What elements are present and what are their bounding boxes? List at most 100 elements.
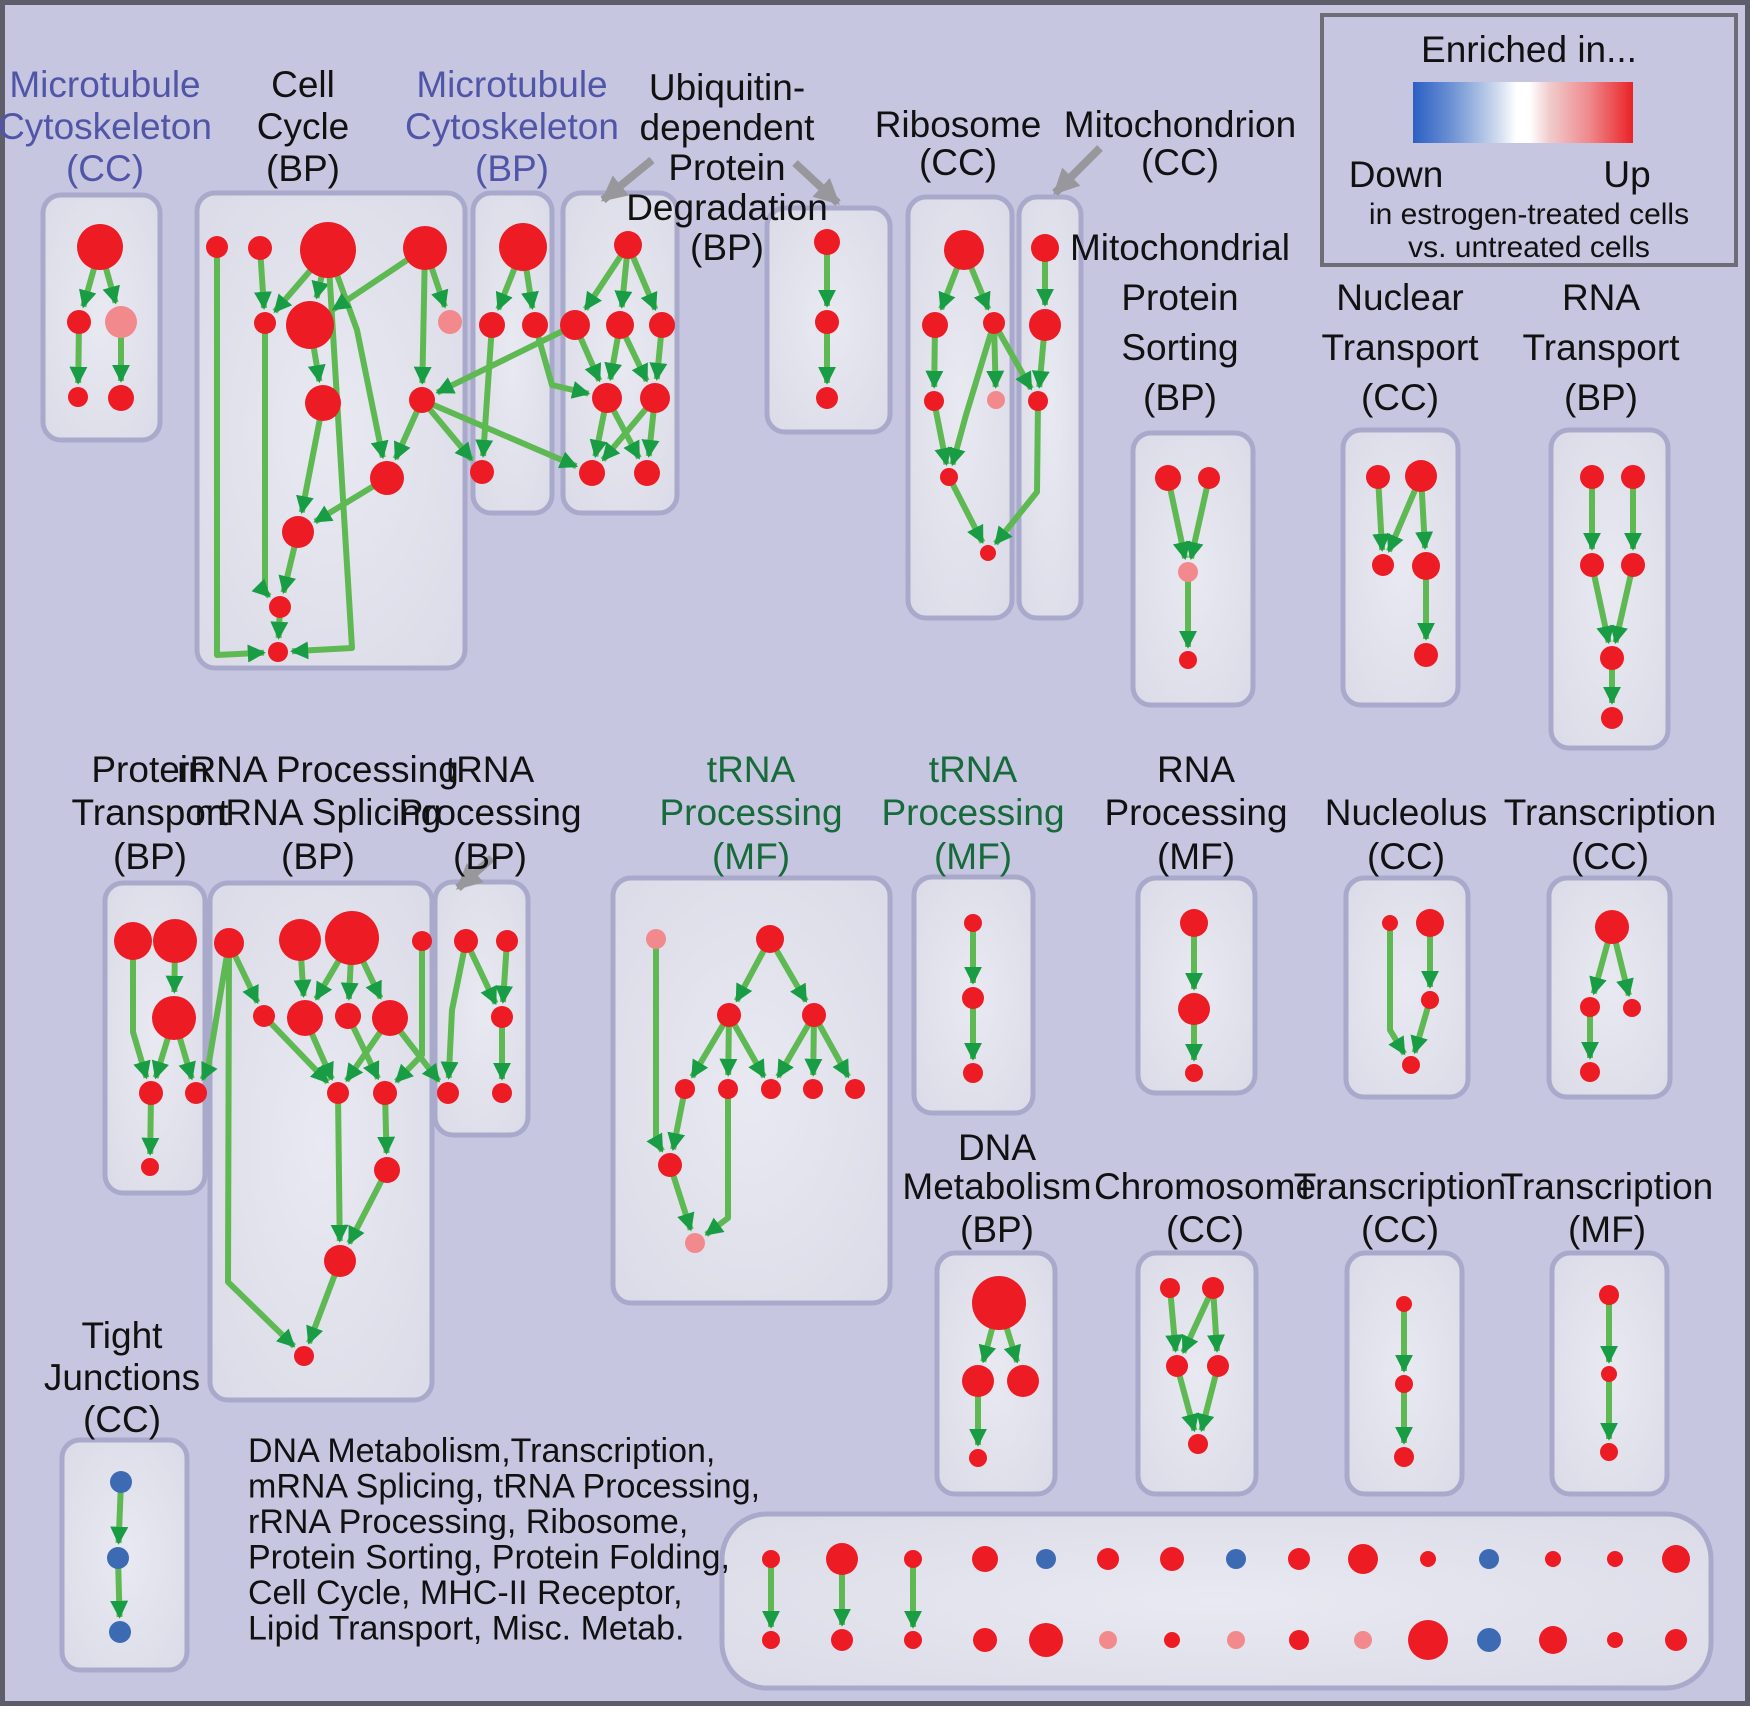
node-tb-ll-red (437, 1082, 459, 1104)
edge-cc.e-to-cc.l (251, 323, 272, 599)
edge-rib.ll-to-rib.conv (931, 400, 953, 467)
node-cc-e-red (254, 312, 276, 334)
label-u1-line2: Protein (668, 147, 785, 188)
cluster-box-mit (1016, 194, 1084, 621)
node-mit-m-red (1029, 309, 1061, 341)
node-rt-m1-red (1580, 553, 1604, 577)
node-rr-m0-red (253, 1005, 275, 1027)
node-tj-a-blue (110, 1471, 132, 1493)
node-u1-bl-red (579, 460, 605, 486)
node-dm-m2-red (1007, 1365, 1039, 1397)
node-rib-ll-red (924, 391, 944, 411)
node-tmf-a-red (1599, 1285, 1619, 1305)
edge-chr.m2-to-chr.b (1196, 1365, 1221, 1433)
label-cc-line0: Cell (271, 64, 335, 105)
node-rr-m2-red (335, 1003, 361, 1029)
label-tb-line2: (BP) (453, 836, 527, 877)
cluster-box-tcm (1546, 875, 1673, 1100)
node-mtcc-l-red (67, 310, 91, 334)
node-mtcc-bl-red (68, 387, 88, 407)
label-mtcc-line2: (CC) (66, 148, 144, 189)
label-mtcc-line1: Cytoskeleton (0, 106, 212, 147)
node-misc-a14-red (1607, 1551, 1623, 1567)
node-ms-bot-red (1179, 651, 1197, 669)
node-u1-top-red (614, 231, 642, 259)
label-tb-line1: Processing (398, 792, 581, 833)
cluster-box-rt (1548, 427, 1671, 751)
label-tj-line2: (CC) (83, 1399, 161, 1440)
node-misc-a2-red (826, 1543, 858, 1575)
node-tb-bl-red (454, 929, 478, 953)
node-t1f-b2-red (718, 1079, 738, 1099)
label-nt-line2: (CC) (1361, 377, 1439, 418)
node-chr-t2-red (1202, 1277, 1224, 1299)
node-t1f-lo-red (658, 1153, 682, 1177)
label-tj-line1: Junctions (44, 1357, 200, 1398)
node-u2-c-red (816, 387, 838, 409)
label-ms-line0: Mitochondrial (1070, 227, 1290, 268)
cluster-box-rr (207, 880, 435, 1403)
node-tb-lr-red (492, 1083, 512, 1103)
node-dm-huge-red (972, 1276, 1026, 1330)
node-misc-z12-blue (1477, 1628, 1501, 1652)
node-chr-m1-red (1166, 1355, 1188, 1377)
edge-mtbp.m1-to-mtbp.b (475, 324, 495, 458)
label-mtbp-line2: (BP) (475, 148, 549, 189)
node-rr-lo1-red (327, 1082, 349, 1104)
node-t1f-mr-red (802, 1003, 826, 1027)
label-nuc-line0: Nucleolus (1325, 792, 1487, 833)
node-rr-m3-red (372, 1000, 408, 1036)
label-ms-line1: Protein (1121, 277, 1238, 318)
node-t1f-pk-pink (646, 929, 666, 949)
node-t1f-fin-pink (685, 1233, 705, 1253)
node-cc-h-red (305, 385, 341, 421)
node-misc-a1-red (762, 1550, 780, 1568)
misc-categories-text-line3: Protein Sorting, Protein Folding, (248, 1539, 730, 1577)
edge-rt.m2-to-rt.c (1610, 564, 1636, 645)
node-rr-m1-red (287, 1000, 323, 1036)
node-t2f-a-red (964, 914, 982, 932)
label-dm-line1: Metabolism (902, 1166, 1091, 1207)
node-nuc-bot-red (1402, 1056, 1420, 1074)
node-mtbp-t-red (499, 223, 547, 271)
edge-u1.ml-to-cc.i (435, 322, 577, 396)
label-rt-line1: Transport (1523, 327, 1681, 368)
node-tcm-big-red (1595, 910, 1629, 944)
node-nuc-big-red (1416, 909, 1444, 937)
node-tcm-bot-red (1580, 1062, 1600, 1082)
node-misc-z15-red (1665, 1629, 1687, 1651)
label-dm-line2: (BP) (960, 1209, 1034, 1250)
label-dm-line0: DNA (958, 1127, 1036, 1168)
label-nt-line1: Transport (1322, 327, 1480, 368)
cluster-box-chr (1135, 1250, 1259, 1497)
edge-ms.tl-to-ms.mid (1165, 477, 1191, 561)
label-mtbp-line0: Microtubule (416, 64, 607, 105)
label-pt-line0: Protein (91, 749, 208, 790)
node-ms-tl-red (1155, 465, 1181, 491)
node-misc-z5-red (1029, 1623, 1063, 1657)
label-tcm-line1: (CC) (1571, 836, 1649, 877)
node-misc-z2-red (831, 1629, 853, 1651)
cluster-box-tcb (1344, 1250, 1465, 1497)
label-mit-line0: Mitochondrion (1064, 104, 1296, 145)
label-t1f-line1: Processing (659, 792, 842, 833)
node-t1f-ml-red (717, 1003, 741, 1027)
node-rib-big-red (944, 230, 984, 270)
node-tcb-a-red (1396, 1296, 1412, 1312)
node-misc-a3-red (904, 1550, 922, 1568)
misc-categories-text-line5: Lipid Transport, Misc. Metab. (248, 1610, 685, 1648)
node-rr-t2-red (279, 919, 321, 961)
node-rt-m2-red (1621, 553, 1645, 577)
node-misc-a8-blue (1226, 1549, 1246, 1569)
node-rr-ml2-red (374, 1157, 400, 1183)
node-misc-a7-red (1160, 1547, 1184, 1571)
edge-rr.ml2-to-rr.bl2 (346, 1168, 390, 1245)
label-ms-line2: Sorting (1121, 327, 1238, 368)
node-cc-k-red (282, 516, 314, 548)
node-rpm-b-red (1178, 993, 1210, 1025)
edge-t1f.ml-to-t1f.b1 (689, 1013, 732, 1079)
edge-pt.b1-to-pt.ll (130, 941, 151, 1080)
node-rr-t3-red (325, 911, 379, 965)
node-rr-bot-red (294, 1346, 314, 1366)
